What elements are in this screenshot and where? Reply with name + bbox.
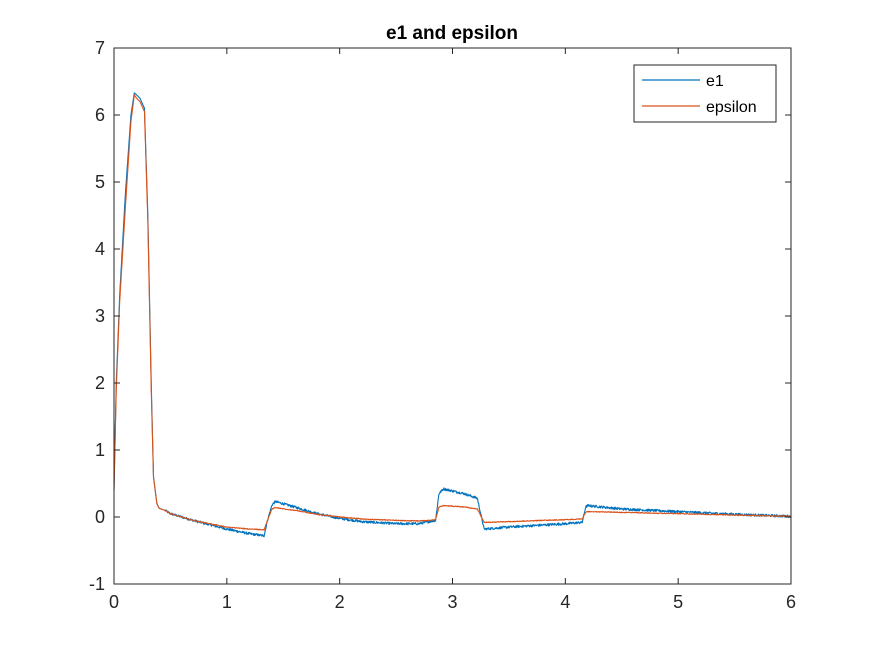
- series-line-epsilon: [113, 94, 792, 531]
- y-tick-label: 4: [95, 239, 105, 259]
- x-tick-label: 5: [673, 592, 683, 612]
- y-tick-label: -1: [89, 574, 105, 594]
- legend: e1 epsilon: [633, 64, 777, 123]
- y-tick-label: 1: [95, 440, 105, 460]
- series-layer: [113, 92, 792, 538]
- y-tick-label: 7: [95, 38, 105, 58]
- legend-box: [633, 64, 777, 123]
- chart-title: e1 and epsilon: [386, 23, 518, 44]
- y-tick-label: 0: [95, 507, 105, 527]
- x-tick-label: 2: [335, 592, 345, 612]
- x-tick-label: 4: [560, 592, 570, 612]
- x-tick-label: 6: [786, 592, 796, 612]
- x-tick-label: 3: [447, 592, 457, 612]
- y-tick-label: 2: [95, 373, 105, 393]
- y-tick-label: 5: [95, 172, 105, 192]
- legend-label: e1: [706, 73, 724, 90]
- x-axis: 0 1 2 3 4 5 6: [109, 48, 796, 612]
- y-tick-label: 6: [95, 105, 105, 125]
- x-tick-label: 0: [109, 592, 119, 612]
- plot-area: [114, 48, 791, 584]
- y-tick-label: 3: [95, 306, 105, 326]
- x-tick-label: 1: [222, 592, 232, 612]
- y-axis: -1 0 1 2 3 4 5 6 7: [89, 38, 791, 594]
- series-line-e1: [113, 92, 792, 538]
- legend-label: epsilon: [706, 99, 757, 116]
